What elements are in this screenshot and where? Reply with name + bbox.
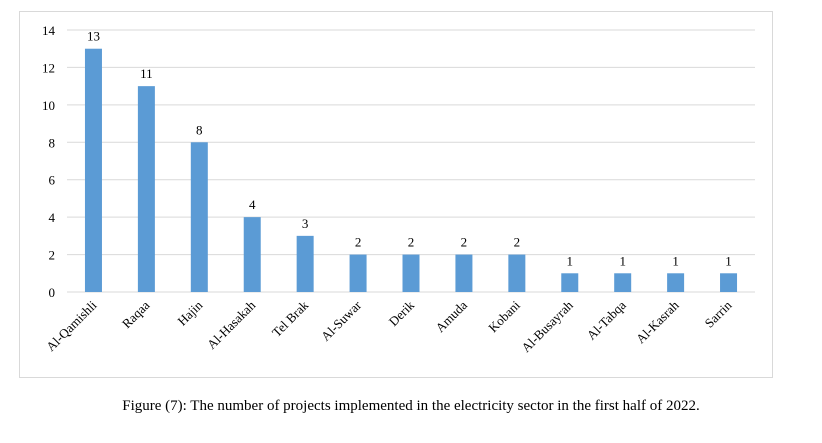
- x-tick-label: Raqaa: [119, 297, 153, 331]
- bar-tel-brak: [296, 235, 314, 292]
- data-label: 1: [672, 253, 679, 268]
- x-tick-label: Hajin: [174, 297, 205, 328]
- data-label: 1: [725, 253, 732, 268]
- y-tick-label: 2: [49, 248, 56, 263]
- bar-al-busayrah: [561, 273, 579, 292]
- x-tick-label: Al-Suwar: [318, 297, 365, 344]
- y-tick-label: 4: [49, 210, 56, 225]
- bar-al-hasakah: [243, 217, 261, 292]
- x-tick-label: Tel Brak: [269, 297, 312, 340]
- data-label: 13: [87, 29, 100, 44]
- bar-sarrin: [720, 273, 738, 292]
- bar-al-suwar: [349, 254, 367, 292]
- data-label: 2: [408, 235, 415, 250]
- x-tick-label: Al-Kasrah: [633, 297, 682, 346]
- y-tick-label: 0: [49, 285, 56, 300]
- data-label: 1: [619, 253, 626, 268]
- data-label: 2: [514, 235, 521, 250]
- x-tick-label: Sarrin: [702, 297, 735, 330]
- y-tick-label: 10: [42, 98, 55, 113]
- bar-al-tabqa: [614, 273, 632, 292]
- bar-kobani: [508, 254, 526, 292]
- x-tick-label: Amuda: [432, 297, 470, 335]
- x-tick-label: Al-Qamishli: [43, 297, 100, 354]
- figure-caption: Figure (7): The number of projects imple…: [122, 398, 700, 414]
- y-tick-label: 8: [49, 135, 56, 150]
- data-label: 1: [567, 253, 574, 268]
- bar-raqaa: [137, 86, 155, 293]
- x-tick-label: Derik: [386, 297, 418, 329]
- data-label: 8: [196, 122, 203, 137]
- bar-amuda: [455, 254, 473, 292]
- data-label: 2: [461, 235, 468, 250]
- bar-hajin: [190, 142, 208, 292]
- x-tick-label: Kobani: [485, 297, 523, 335]
- data-label: 3: [302, 216, 309, 231]
- y-tick-label: 14: [42, 23, 56, 38]
- x-tick-label: Al-Hasakah: [204, 297, 259, 352]
- x-tick-label: Al-Busayrah: [518, 297, 576, 355]
- data-label: 4: [249, 197, 256, 212]
- x-tick-label: Al-Tabqa: [584, 297, 629, 342]
- data-label: 11: [140, 66, 153, 81]
- bar-derik: [402, 254, 420, 292]
- bar-al-kasrah: [667, 273, 685, 292]
- data-label: 2: [355, 235, 362, 250]
- y-tick-label: 12: [42, 60, 55, 75]
- y-tick-label: 6: [49, 173, 56, 188]
- bar-al-qamishli: [84, 48, 102, 292]
